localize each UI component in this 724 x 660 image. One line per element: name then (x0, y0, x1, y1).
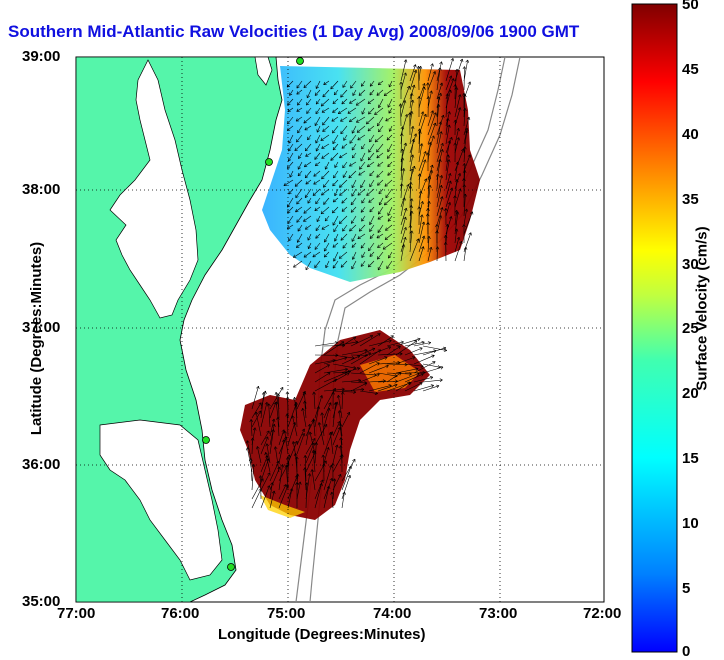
colorbar-tick: 40 (682, 126, 699, 143)
colorbar-tick: 50 (682, 0, 699, 13)
x-tick-label: 76:00 (161, 605, 199, 622)
x-axis-label: Longitude (Degrees:Minutes) (218, 626, 426, 643)
y-tick-label: 36:00 (22, 456, 60, 473)
y-axis-label: Latitude (Degrees:Minutes) (28, 242, 45, 435)
y-tick-label: 39:00 (22, 48, 60, 65)
y-tick-label: 35:00 (22, 593, 60, 610)
station-marker (266, 159, 273, 166)
x-tick-label: 74:00 (373, 605, 411, 622)
x-tick-label: 75:00 (267, 605, 305, 622)
x-tick-label: 73:00 (479, 605, 517, 622)
colorbar-tick: 45 (682, 61, 699, 78)
station-marker (228, 564, 235, 571)
colorbar-tick: 10 (682, 515, 699, 532)
station-marker (297, 58, 304, 65)
colorbar-tick: 35 (682, 191, 699, 208)
x-tick-label: 72:00 (583, 605, 621, 622)
colorbar-tick: 15 (682, 450, 699, 467)
colorbar-tick: 0 (682, 643, 690, 660)
colorbar-tick: 5 (682, 580, 690, 597)
x-tick-label: 77:00 (57, 605, 95, 622)
y-tick-label: 38:00 (22, 181, 60, 198)
colorbar (632, 4, 677, 652)
station-marker (203, 437, 210, 444)
colorbar-label: Surface Velocity (cm/s) (694, 226, 711, 390)
